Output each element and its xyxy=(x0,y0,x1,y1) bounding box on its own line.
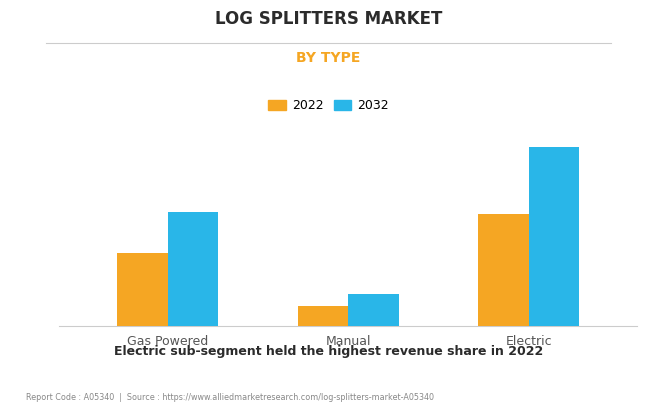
Text: Electric sub-segment held the highest revenue share in 2022: Electric sub-segment held the highest re… xyxy=(114,345,543,358)
Text: LOG SPLITTERS MARKET: LOG SPLITTERS MARKET xyxy=(215,10,442,28)
Bar xyxy=(478,214,529,326)
Bar xyxy=(348,294,399,326)
Bar xyxy=(117,253,168,326)
Legend: 2022, 2032: 2022, 2032 xyxy=(263,94,394,117)
Bar xyxy=(298,306,348,326)
Text: Report Code : A05340  |  Source : https://www.alliedmarketresearch.com/log-split: Report Code : A05340 | Source : https://… xyxy=(26,393,434,402)
Bar xyxy=(529,147,579,326)
Bar xyxy=(168,212,218,326)
Text: BY TYPE: BY TYPE xyxy=(296,51,361,65)
